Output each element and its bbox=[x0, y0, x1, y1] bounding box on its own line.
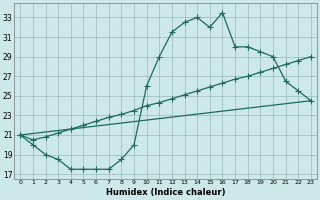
X-axis label: Humidex (Indice chaleur): Humidex (Indice chaleur) bbox=[106, 188, 225, 197]
